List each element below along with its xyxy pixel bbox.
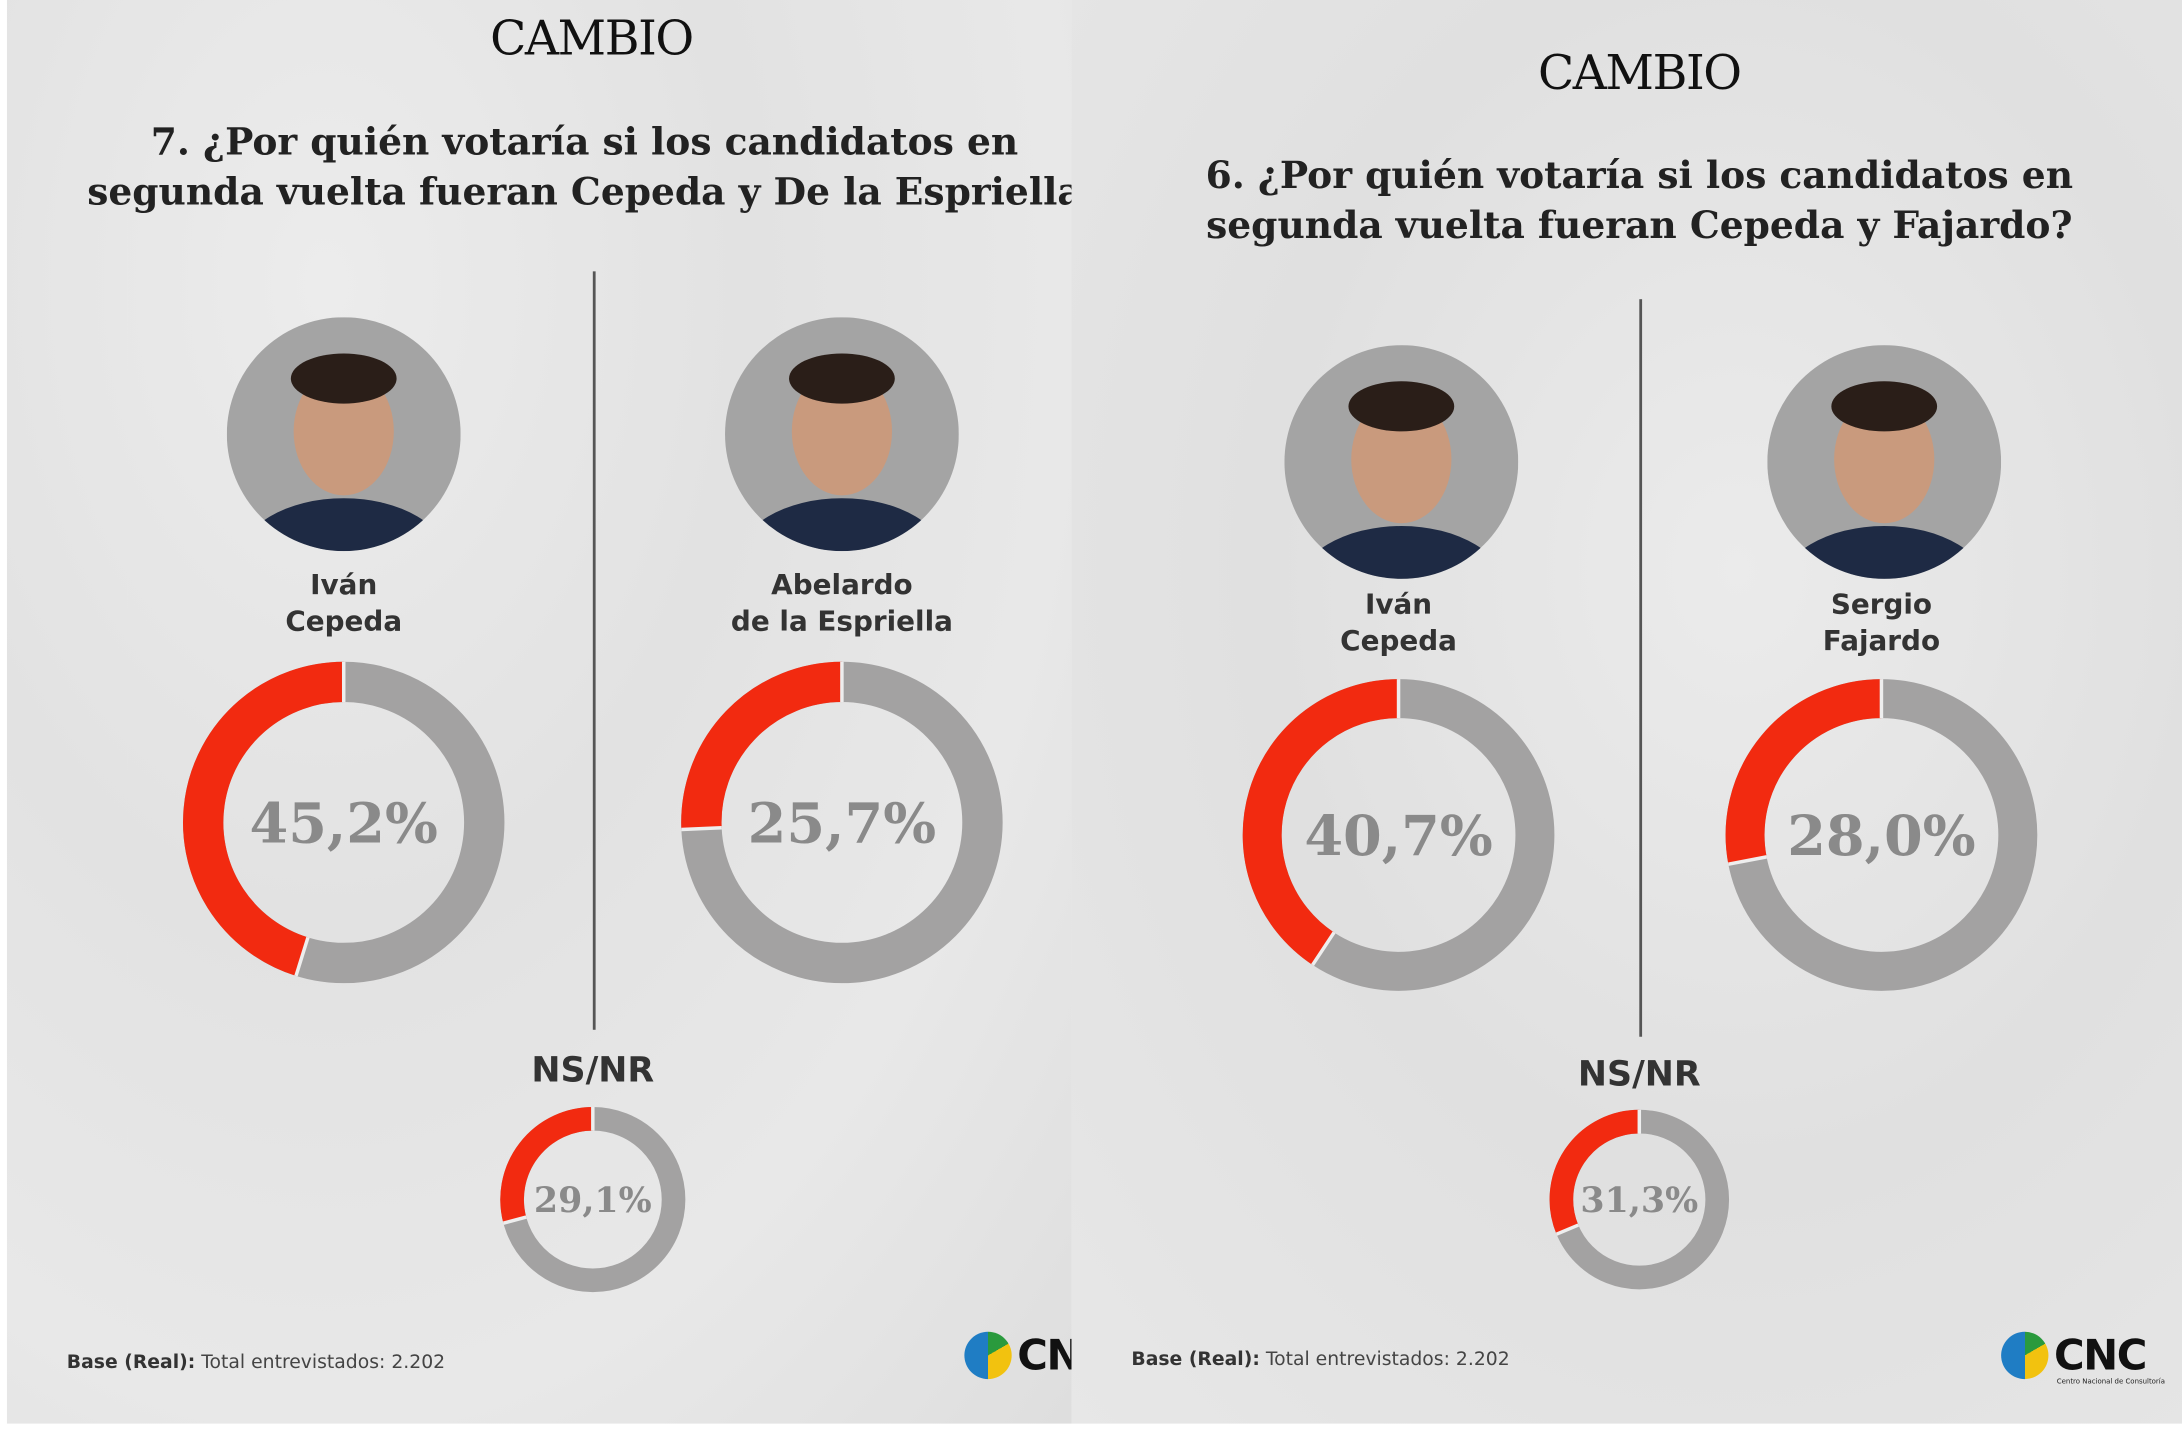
donut-value-label: 29,1% <box>534 1180 652 1221</box>
person-shoulders <box>1296 526 1506 579</box>
last-name: Cepeda <box>1340 623 1457 657</box>
donut-segment-value <box>1549 1109 1640 1235</box>
first-name: Sergio <box>1830 587 1933 621</box>
segment-gap <box>1555 1223 1579 1236</box>
base-label: Base (Real): <box>66 1351 196 1374</box>
divider <box>592 271 595 1030</box>
base-text: Total entrevistados: 2.202 <box>1265 1348 1510 1371</box>
candidate-photo-cepeda <box>1284 345 1519 586</box>
donut-segment-value <box>500 1107 594 1224</box>
segment-gap <box>681 825 722 832</box>
base-note: Base (Real): Total entrevistados: 2.202 <box>67 1351 445 1373</box>
nsnr-label: NS/NR <box>531 1049 655 1090</box>
base-label: Base (Real): <box>1131 1348 1260 1371</box>
title-line-1: 6. ¿Por quién votaría si los candidatos … <box>1205 154 2074 198</box>
person-hair <box>1348 381 1455 432</box>
cnc-logo-icon <box>2001 1331 2049 1380</box>
cnc-logo-text: CNC <box>1017 1331 1071 1381</box>
person-hair <box>1831 381 1938 432</box>
candidate-name: Abelardo de la Espriella <box>731 566 953 638</box>
cambio-logo: CAMBIO <box>490 11 694 67</box>
segment-gap <box>502 1215 527 1225</box>
first-name: Abelardo <box>771 567 913 602</box>
person-shoulders <box>1779 526 1989 579</box>
donut-chart-nsnr: 31,3% <box>1549 1109 1730 1290</box>
last-name: Fajardo <box>1822 623 1941 657</box>
base-note: Base (Real): Total entrevistados: 2.202 <box>1131 1348 1509 1370</box>
person-hair <box>789 353 895 404</box>
cnc-logo-subtitle: Centro Nacional de Consultoría <box>2056 1377 2166 1387</box>
donut-chart-fajardo: 28,0% <box>1725 679 2038 991</box>
person-hair <box>290 353 397 404</box>
donut-segment-value <box>183 661 345 976</box>
first-name: Iván <box>1365 587 1433 621</box>
person-shoulders <box>239 498 449 552</box>
donut-value-label: 28,0% <box>1787 804 1975 869</box>
candidate-name: Iván Cepeda <box>285 566 402 638</box>
cnc-logo-icon <box>964 1331 1012 1380</box>
first-name: Iván <box>310 567 378 602</box>
donut-value-label: 45,2% <box>249 791 437 856</box>
segment-gap <box>294 936 310 977</box>
nsnr-label: NS/NR <box>1577 1053 1701 1094</box>
title-line-2: segunda vuelta fueran Cepeda y De la Esp… <box>87 171 1072 215</box>
donut-chart-espriella: 25,7% <box>681 661 1003 984</box>
donut-value-label: 40,7% <box>1304 804 1492 869</box>
candidate-photo-espriella <box>725 317 959 558</box>
last-name: Cepeda <box>285 603 403 638</box>
divider <box>1639 299 1642 1037</box>
candidate-photo-cepeda <box>226 317 461 558</box>
candidate-name: Iván Cepeda <box>1340 586 1457 658</box>
question-title: 6. ¿Por quién votaría si los candidatos … <box>1206 152 2073 252</box>
donut-value-label: 25,7% <box>748 791 936 856</box>
title-line-2: segunda vuelta fueran Cepeda y Fajardo? <box>1206 204 2073 248</box>
donut-segment-value <box>1725 679 1882 865</box>
donut-segment-value <box>1242 679 1399 965</box>
question-title: 7. ¿Por quién votaría si los candidatos … <box>87 118 1071 218</box>
donut-chart-cepeda: 45,2% <box>182 661 505 984</box>
title-line-1: 7. ¿Por quién votaría si los candidatos … <box>150 121 1019 165</box>
donut-chart-cepeda: 40,7% <box>1242 679 1555 991</box>
base-text: Total entrevistados: 2.202 <box>201 1351 446 1374</box>
donut-chart-nsnr: 29,1% <box>500 1107 686 1293</box>
segment-gap <box>1728 855 1767 866</box>
donut-segment-value <box>681 661 843 830</box>
candidate-photo-fajardo <box>1767 345 2002 586</box>
last-name: de la Espriella <box>730 603 953 638</box>
person-shoulders <box>737 498 947 552</box>
cnc-logo-text: CNC <box>2054 1331 2147 1381</box>
poll-panel-cepeda-fajardo: CAMBIO 6. ¿Por quién votaría si los cand… <box>1071 0 2182 1424</box>
segment-gap <box>1311 931 1336 966</box>
poll-panel-cepeda-espriella: CAMBIO 7. ¿Por quién votaría si los cand… <box>6 0 1072 1424</box>
donut-value-label: 31,3% <box>1580 1180 1698 1221</box>
cambio-logo: CAMBIO <box>1537 45 1742 102</box>
candidate-name: Sergio Fajardo <box>1823 586 1940 658</box>
